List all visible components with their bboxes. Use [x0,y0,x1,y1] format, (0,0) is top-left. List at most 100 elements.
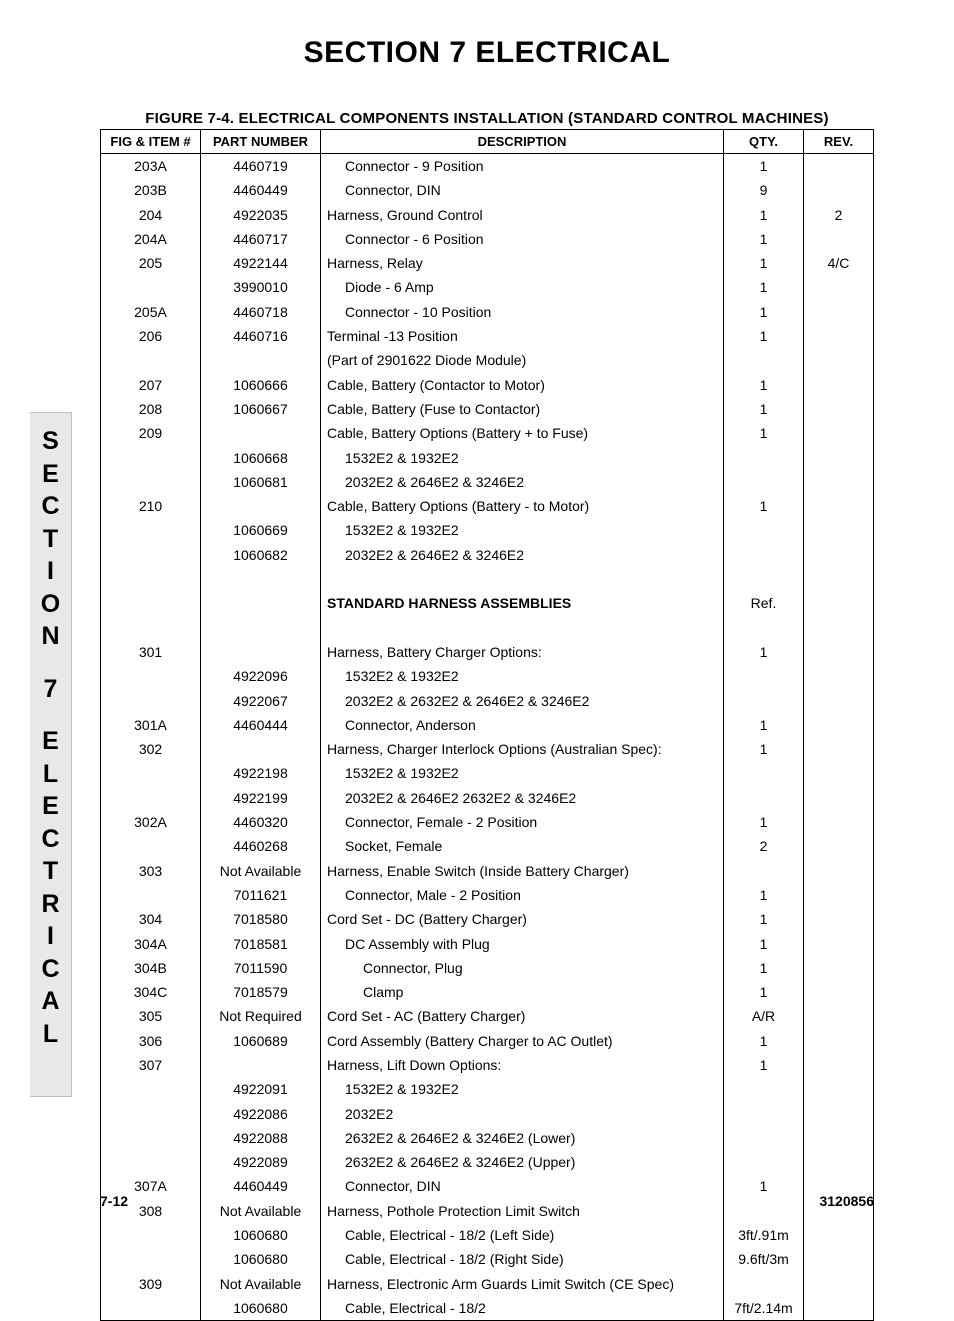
cell-qty [724,348,804,372]
cell-fig: 304 [101,907,201,931]
side-tab-letter: A [41,985,59,1018]
col-header-rev: REV. [804,130,874,154]
cell-desc: 2032E2 [321,1102,724,1126]
cell-fig: 306 [101,1029,201,1053]
desc-text: Harness, Battery Charger Options: [327,644,542,660]
cell-qty: 7ft/2.14m [724,1296,804,1321]
cell-rev [804,713,874,737]
cell-desc: Connector, Male - 2 Position [321,883,724,907]
desc-text: 1532E2 & 1932E2 [327,1079,459,1099]
cell-fig: 305 [101,1004,201,1028]
cell-rev [804,1053,874,1077]
cell-qty: 9.6ft/3m [724,1247,804,1271]
cell-part: 1060667 [201,397,321,421]
desc-text: Connector, Male - 2 Position [327,885,521,905]
cell-qty: 1 [724,397,804,421]
parts-table: FIG & ITEM # PART NUMBER DESCRIPTION QTY… [100,129,874,1321]
cell-fig: 206 [101,324,201,348]
table-row: 4460268Socket, Female2 [101,834,874,858]
cell-desc: Cord Set - AC (Battery Charger) [321,1004,724,1028]
cell-fig: 302A [101,810,201,834]
desc-text: Cable, Battery Options (Battery - to Mot… [327,498,589,514]
side-tab-letter: E [42,725,59,758]
cell-desc: 1532E2 & 1932E2 [321,1077,724,1101]
cell-rev [804,275,874,299]
table-row: 49220672032E2 & 2632E2 & 2646E2 & 3246E2 [101,689,874,713]
cell-desc: Harness, Lift Down Options: [321,1053,724,1077]
table-row: 2064460716Terminal -13 Position1 [101,324,874,348]
side-tab-letter: E [42,790,59,823]
cell-rev [804,616,874,640]
desc-text: STANDARD HARNESS ASSEMBLIES [327,595,571,611]
side-tab-letter: O [41,588,60,621]
cell-part: 4460268 [201,834,321,858]
cell-rev [804,1223,874,1247]
cell-qty [724,1272,804,1296]
cell-part: 1060689 [201,1029,321,1053]
cell-qty: 1 [724,713,804,737]
desc-text: Cable, Battery (Contactor to Motor) [327,377,545,393]
cell-desc: Harness, Relay [321,251,724,275]
desc-text: Cord Set - DC (Battery Charger) [327,911,527,927]
cell-rev [804,737,874,761]
cell-fig [101,567,201,591]
cell-desc: DC Assembly with Plug [321,932,724,956]
cell-qty: 9 [724,178,804,202]
cell-part: Not Available [201,859,321,883]
cell-desc [321,616,724,640]
cell-part: 4460717 [201,227,321,251]
cell-desc: 2632E2 & 2646E2 & 3246E2 (Lower) [321,1126,724,1150]
cell-desc: Cable, Battery Options (Battery + to Fus… [321,421,724,445]
footer-page-number: 7-12 [100,1193,128,1209]
cell-qty [724,1126,804,1150]
cell-desc: 1532E2 & 1932E2 [321,664,724,688]
cell-qty [724,664,804,688]
cell-desc: 2032E2 & 2646E2 & 3246E2 [321,470,724,494]
cell-part: 1060669 [201,518,321,542]
cell-part [201,640,321,664]
side-tab-letter: N [41,620,59,653]
table-row: 1060680 Cable, Electrical - 18/2 (Right S… [101,1247,874,1271]
desc-text: Clamp [327,982,403,1002]
desc-text: Cable, Electrical - 18/2 (Right Side) [327,1249,564,1269]
cell-fig [101,470,201,494]
cell-qty: 1 [724,980,804,1004]
desc-text: 2032E2 [327,1104,393,1124]
cell-part: 1060682 [201,543,321,567]
cell-qty: 2 [724,834,804,858]
desc-text: (Part of 2901622 Diode Module) [327,352,526,368]
desc-text: 1532E2 & 1932E2 [327,666,459,686]
page-footer: 7-12 3120856 [100,1193,874,1209]
cell-rev [804,1029,874,1053]
cell-qty: 1 [724,737,804,761]
cell-part: Not Available [201,1272,321,1296]
cell-rev [804,664,874,688]
cell-qty: 1 [724,883,804,907]
desc-text: 2632E2 & 2646E2 & 3246E2 (Upper) [327,1152,575,1172]
cell-desc: Connector, Plug [321,956,724,980]
cell-qty: 1 [724,154,804,179]
cell-fig: 309 [101,1272,201,1296]
table-row: 205A4460718Connector - 10 Position1 [101,300,874,324]
cell-desc: Cable, Battery (Contactor to Motor) [321,373,724,397]
table-row: 303Not AvailableHarness, Enable Switch (… [101,859,874,883]
cell-part: 4922088 [201,1126,321,1150]
cell-part: 1060680 [201,1247,321,1271]
table-row: 2081060667Cable, Battery (Fuse to Contac… [101,397,874,421]
col-header-desc: DESCRIPTION [321,130,724,154]
cell-rev [804,1004,874,1028]
section-title: SECTION 7 ELECTRICAL [100,36,874,70]
cell-qty: 1 [724,421,804,445]
cell-part: 1060680 [201,1296,321,1321]
cell-qty: 1 [724,907,804,931]
cell-rev [804,470,874,494]
table-row: 3990010Diode - 6 Amp1 [101,275,874,299]
cell-desc: Connector - 9 Position [321,154,724,179]
col-header-qty: QTY. [724,130,804,154]
cell-part: 4922089 [201,1150,321,1174]
cell-fig: 205 [101,251,201,275]
table-row: 301Harness, Battery Charger Options:1 [101,640,874,664]
cell-fig [101,1223,201,1247]
cell-rev [804,324,874,348]
cell-desc: Connector, DIN [321,178,724,202]
